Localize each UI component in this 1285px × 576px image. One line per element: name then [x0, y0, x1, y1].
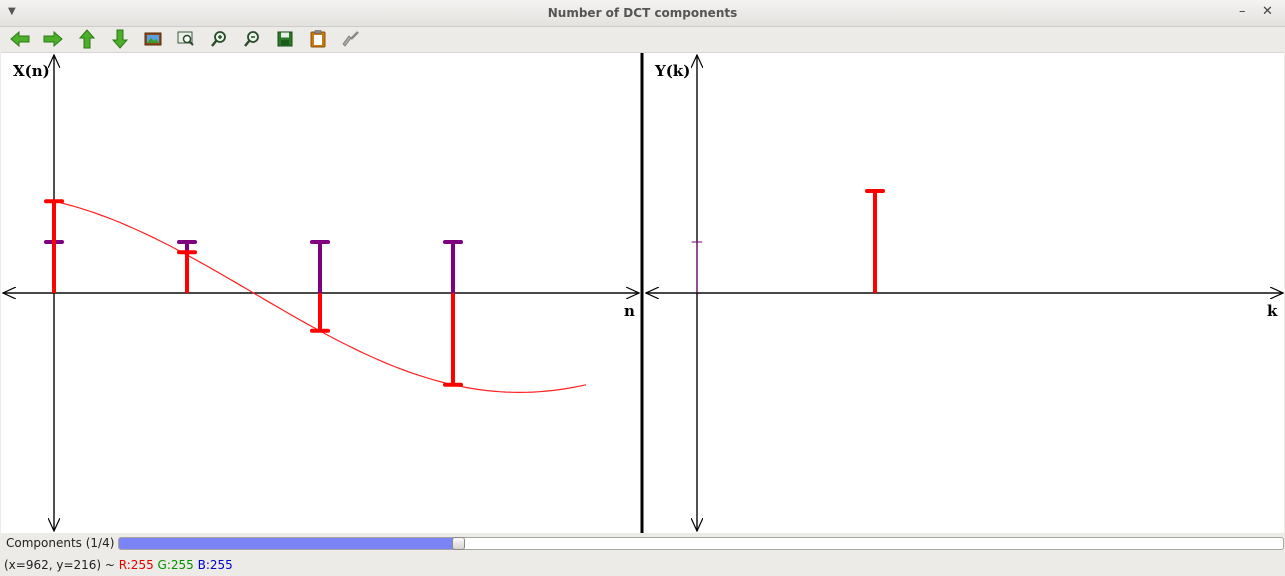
status-bar: (x=962, y=216) ~ R:255 G:255 B:255	[4, 558, 233, 572]
left-ylabel: X(n)	[13, 62, 50, 80]
zoom-fit-button[interactable]	[174, 28, 198, 50]
status-red: R:255	[118, 558, 154, 572]
clipboard-button[interactable]	[306, 28, 330, 50]
status-blue: B:255	[197, 558, 233, 572]
back-button[interactable]	[8, 28, 32, 50]
components-label: Components (1/4)	[6, 536, 115, 550]
window-menu-icon[interactable]: ▼	[8, 6, 16, 17]
dct-plot-area[interactable]: X(n) n Y(k) k	[1, 53, 1284, 533]
right-xlabel: k	[1267, 302, 1278, 320]
down-button[interactable]	[108, 28, 132, 50]
zoom-out-icon	[244, 31, 259, 47]
window-title: Number of DCT components	[547, 6, 738, 20]
zoom-in-button[interactable]	[207, 28, 231, 50]
zoom-out-button[interactable]	[240, 28, 264, 50]
back-arrow-icon	[10, 31, 30, 47]
right-stem-plot	[691, 189, 885, 293]
up-arrow-icon	[79, 29, 95, 49]
forward-button[interactable]	[41, 28, 65, 50]
up-button[interactable]	[75, 28, 99, 50]
status-green: G:255	[157, 558, 194, 572]
left-stem-plot	[44, 199, 587, 394]
save-button[interactable]	[273, 28, 297, 50]
left-xlabel: n	[624, 302, 635, 320]
toolbar	[0, 27, 1285, 51]
forward-arrow-icon	[43, 31, 63, 47]
slider-fill	[119, 538, 458, 549]
close-button[interactable]: ✕	[1262, 4, 1273, 19]
components-bar: Components (1/4)	[0, 533, 1285, 555]
plot-canvas[interactable]: X(n) n Y(k) k	[1, 52, 1284, 533]
right-axes: Y(k) k	[646, 55, 1283, 531]
components-slider[interactable]	[118, 537, 1284, 550]
title-bar: ▼ Number of DCT components – ✕	[0, 0, 1285, 27]
zoom-fit-icon	[177, 31, 194, 46]
clipboard-icon	[310, 30, 326, 48]
zoom-in-icon	[211, 31, 226, 47]
clear-brush-icon	[342, 31, 359, 47]
status-coords: (x=962, y=216) ~	[4, 558, 119, 572]
image-icon	[144, 32, 162, 46]
slider-thumb[interactable]	[452, 537, 465, 550]
down-arrow-icon	[112, 29, 128, 49]
save-icon	[277, 31, 293, 47]
minimize-button[interactable]: –	[1239, 4, 1246, 19]
clear-button[interactable]	[339, 28, 363, 50]
right-ylabel: Y(k)	[654, 62, 690, 80]
image-button[interactable]	[141, 28, 165, 50]
